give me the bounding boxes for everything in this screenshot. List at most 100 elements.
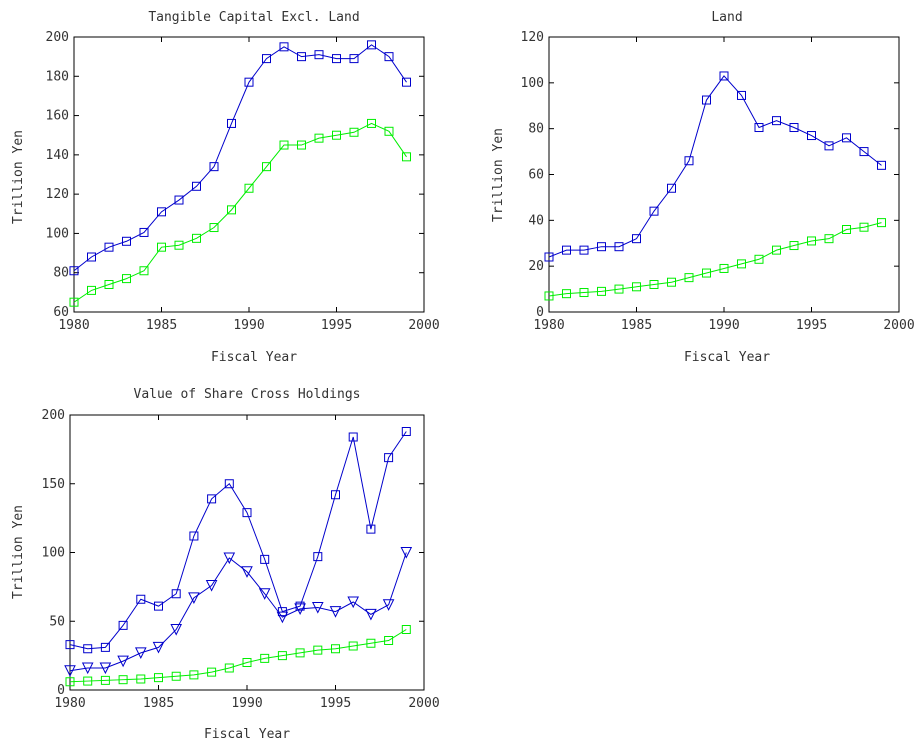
data-point [279, 42, 289, 52]
data-point [789, 241, 799, 251]
y-tick-label: 80 [53, 266, 69, 281]
data-point [139, 227, 149, 237]
data-point [313, 645, 323, 655]
data-point [702, 268, 711, 278]
data-point [64, 665, 76, 677]
data-point [649, 280, 659, 289]
data-point [544, 291, 554, 301]
chart-title: Tangible Capital Excl. Land [148, 10, 359, 25]
data-point [347, 596, 360, 609]
data-point [737, 90, 746, 100]
data-point [367, 40, 376, 50]
series-line [69, 431, 407, 650]
data-point [207, 667, 217, 677]
data-point [562, 289, 571, 299]
data-point [667, 183, 676, 193]
data-point [382, 599, 395, 611]
data-point [402, 77, 411, 87]
data-point [402, 152, 411, 162]
data-point [789, 123, 799, 133]
plot-area: 1980 1985 1990 1995 2000 60 80 100 120 140 160 180 2… [46, 30, 440, 333]
data-point [348, 432, 358, 442]
data-point [562, 245, 571, 255]
data-point [104, 242, 114, 252]
y-tick-label: 140 [46, 148, 69, 163]
data-point [192, 181, 201, 191]
data-point [262, 162, 271, 172]
y-tick-label: 100 [521, 76, 544, 91]
y-tick-label: 60 [53, 305, 69, 320]
plot-area: 1980 1985 1990 1995 2000 0 50 100 150 200 [42, 408, 440, 711]
data-point [824, 234, 834, 244]
data-point [117, 655, 129, 668]
data-point [400, 547, 413, 559]
data-point [224, 663, 234, 673]
chart-title: Land [711, 10, 742, 25]
data-point [189, 531, 199, 541]
data-point [69, 266, 79, 276]
data-point [260, 554, 270, 564]
x-tick-label: 1985 [621, 318, 652, 333]
data-point [632, 282, 641, 292]
data-point [401, 625, 411, 634]
data-point [83, 676, 93, 686]
data-point [227, 205, 236, 215]
data-point [170, 624, 183, 636]
data-point [311, 602, 324, 614]
series-line [548, 75, 882, 258]
data-point [772, 116, 781, 126]
data-point [579, 245, 589, 255]
y-tick-label: 80 [528, 122, 544, 137]
data-point [241, 566, 253, 578]
x-tick-label: 1990 [233, 318, 264, 333]
data-point [401, 427, 411, 436]
data-point [122, 236, 131, 246]
data-point [171, 589, 181, 599]
y-tick-label: 150 [42, 477, 65, 492]
data-point [65, 640, 75, 650]
data-point [614, 284, 624, 294]
data-point [329, 606, 342, 618]
data-point [260, 653, 270, 663]
data-point [348, 641, 358, 651]
series-line [69, 629, 407, 683]
data-point [332, 130, 341, 140]
y-tick-label: 120 [46, 187, 69, 202]
x-tick-label: 2000 [408, 318, 439, 333]
data-point [152, 641, 165, 654]
data-point [87, 252, 96, 262]
data-point [258, 588, 271, 600]
data-point [366, 638, 376, 648]
data-point [313, 552, 323, 562]
data-point [384, 126, 394, 136]
x-tick-label: 1990 [708, 318, 739, 333]
data-point [614, 242, 624, 252]
y-axis-label: Trillion Yen [491, 128, 506, 222]
plot-area: 1980 1985 1990 1995 2000 0 20 40 60 80 100 120 [521, 30, 915, 333]
y-tick-label: 180 [46, 69, 69, 84]
y-tick-label: 200 [42, 408, 65, 423]
data-point [81, 662, 94, 675]
x-tick-label: 1980 [533, 318, 564, 333]
data-point [294, 603, 306, 615]
data-point [122, 274, 131, 284]
x-tick-label: 1985 [143, 696, 174, 711]
data-point [684, 156, 694, 166]
data-point [824, 141, 834, 151]
data-point [224, 479, 234, 489]
y-tick-label: 100 [46, 226, 69, 241]
data-point [118, 620, 128, 630]
data-point [118, 675, 128, 685]
data-point [192, 233, 201, 243]
data-point [597, 242, 606, 252]
data-point [384, 453, 394, 463]
x-tick-label: 1990 [231, 696, 262, 711]
data-point [277, 651, 287, 661]
x-tick-label: 1980 [54, 696, 85, 711]
data-point [807, 131, 816, 141]
x-tick-label: 1985 [146, 318, 177, 333]
chart-title: Value of Share Cross Holdings [134, 387, 361, 402]
data-point [100, 642, 110, 652]
data-point [754, 254, 764, 264]
data-point [384, 636, 394, 645]
